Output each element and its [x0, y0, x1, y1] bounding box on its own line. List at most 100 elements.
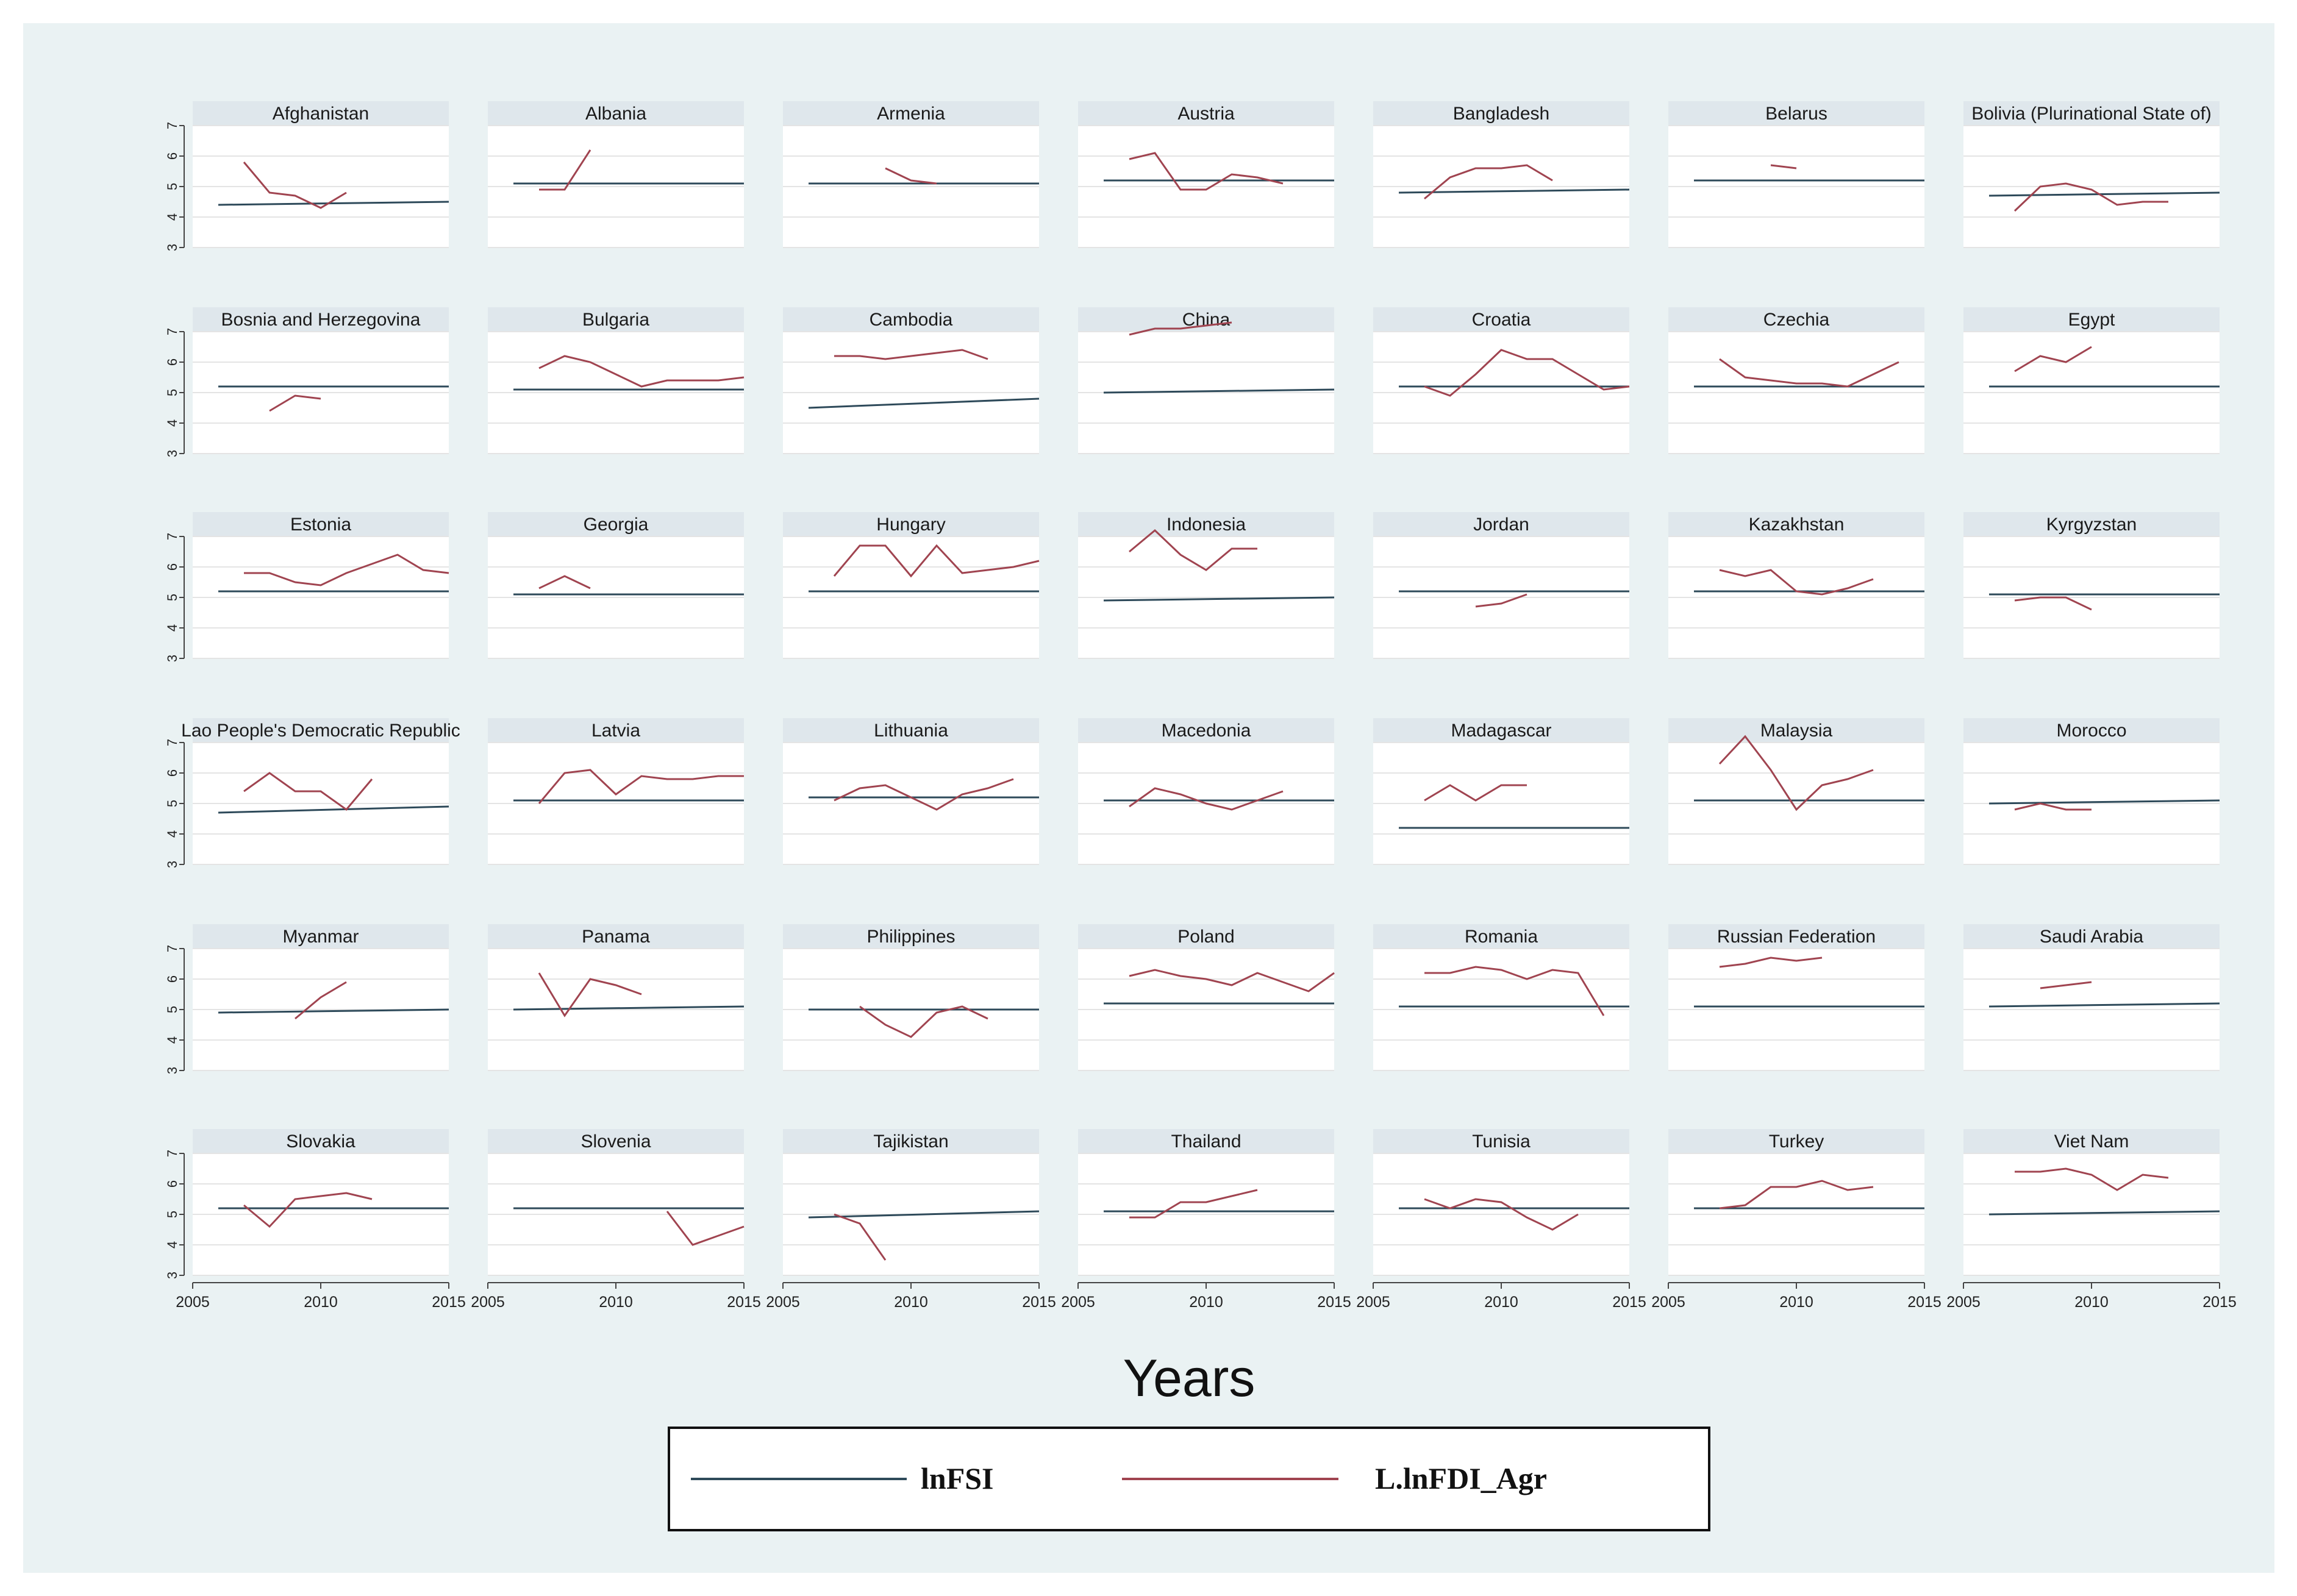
panel-title: Viet Nam	[2054, 1131, 2129, 1152]
y-tick-label: 5	[165, 800, 180, 807]
panel-strip	[1373, 718, 1629, 743]
panel-title: Macedonia	[1162, 721, 1251, 741]
panel-title: Czechia	[1763, 310, 1830, 330]
legend: lnFSI L.lnFDI_Agr	[668, 1427, 1710, 1531]
series-fdi-line	[243, 162, 347, 209]
x-tick-label: 2010	[2074, 1294, 2109, 1311]
series-fdi-line	[244, 554, 449, 586]
panel-title: Myanmar	[282, 927, 359, 947]
series-fdi-line	[2013, 182, 2168, 212]
panel-egypt: Egypt	[1963, 307, 2220, 454]
y-tick-label: 3	[165, 1272, 180, 1279]
panel-strip	[193, 101, 449, 126]
x-tick-label: 2015	[1907, 1294, 1942, 1311]
series-fdi-line	[1424, 966, 1605, 1016]
series-fdi-line	[2015, 1167, 2169, 1191]
panel-strip	[488, 1129, 744, 1153]
panel-bulgaria: Bulgaria	[488, 307, 745, 454]
series-fdi-line	[1719, 569, 1874, 596]
panel-title: Russian Federation	[1717, 927, 1876, 947]
panel-slovenia: Slovenia	[488, 1129, 745, 1276]
y-tick-label: 6	[165, 358, 180, 366]
panel-strip	[1373, 512, 1629, 536]
panel-myanmar: Myanmar 3 4 5 6 7	[165, 924, 449, 1074]
panel-strip	[488, 101, 744, 126]
panel-poland: Poland	[1078, 924, 1335, 1071]
panel-saudi-arabia: Saudi Arabia	[1963, 924, 2220, 1071]
series-fdi-line	[1129, 969, 1335, 992]
legend-label-lnfsi: lnFSI	[921, 1461, 994, 1495]
y-tick-label: 3	[165, 655, 180, 662]
y-tick-label: 6	[165, 152, 180, 160]
panel-title: Bolivia (Plurinational State of)	[1971, 104, 2212, 124]
x-tick-label: 2010	[1779, 1294, 1813, 1311]
panel-indonesia: Indonesia	[1078, 512, 1335, 659]
panel-title: Malaysia	[1760, 721, 1833, 741]
x-tick-label: 2005	[471, 1294, 505, 1311]
panel-strip	[1078, 924, 1334, 949]
panel-title: China	[1182, 310, 1231, 330]
series-fdi-line	[538, 355, 745, 388]
panel-strip	[1668, 101, 1924, 126]
panel-title: Belarus	[1765, 104, 1827, 124]
panel-austria: Austria	[1078, 101, 1334, 248]
series-lnfsi-line	[1988, 1002, 2220, 1008]
y-tick-label: 3	[165, 450, 180, 457]
y-tick-label: 4	[165, 213, 180, 221]
panel-strip	[1373, 307, 1629, 332]
x-tick-label: 2005	[1946, 1294, 1981, 1311]
series-fdi-line	[834, 349, 988, 360]
panel-title: Egypt	[2068, 310, 2115, 330]
series-fdi-line	[2014, 596, 2092, 611]
panel-title: Slovakia	[286, 1131, 355, 1152]
x-tick-label: 2005	[1651, 1294, 1685, 1311]
x-axis-title: Years	[1123, 1349, 1256, 1408]
panel-croatia: Croatia	[1373, 307, 1630, 454]
panel-malaysia: Malaysia	[1668, 718, 1924, 865]
panel-strip	[1963, 101, 2220, 126]
panel-strip	[1078, 1129, 1334, 1153]
series-fdi-line	[1424, 784, 1527, 802]
panel-title: Tajikistan	[873, 1131, 948, 1152]
series-fdi-line	[2014, 802, 2092, 811]
panel-title: Lithuania	[874, 721, 948, 741]
series-lnfsi-line	[1988, 191, 2220, 197]
panel-strip	[1963, 512, 2220, 536]
x-axes: 2005 2010 2015 2005 2010 2015 2005 2010 2015 2005…	[176, 1282, 2237, 1311]
y-tick-label: 7	[165, 739, 180, 746]
series-lnfsi-line	[1988, 1210, 2220, 1216]
panel-strip	[193, 718, 449, 743]
y-tick-label: 5	[165, 389, 180, 396]
panel-title: Poland	[1177, 927, 1234, 947]
panel-title: Georgia	[584, 515, 649, 535]
panel-georgia: Georgia	[488, 512, 744, 659]
y-tick-label: 5	[165, 1211, 180, 1218]
panel-armenia: Armenia	[783, 101, 1039, 248]
series-fdi-line	[538, 769, 744, 804]
series-fdi-line	[1129, 321, 1232, 336]
series-lnfsi-line	[1988, 799, 2220, 805]
series-lnfsi-line	[1103, 596, 1335, 602]
panel-belarus: Belarus	[1668, 101, 1924, 248]
panel-strip	[1963, 718, 2220, 743]
series-fdi-line	[1719, 358, 1899, 388]
panel-strip	[1373, 924, 1629, 949]
panel-strip	[193, 924, 449, 949]
y-tick-label: 3	[165, 1067, 180, 1074]
panel-title: Bulgaria	[582, 310, 649, 330]
panel-strip	[1668, 512, 1924, 536]
series-fdi-line	[834, 1213, 887, 1261]
panel-title: Austria	[1177, 104, 1235, 124]
y-tick-label: 5	[165, 594, 180, 601]
series-fdi-line	[1719, 1180, 1874, 1209]
panel-strip	[488, 924, 744, 949]
x-tick-label: 2005	[176, 1294, 210, 1311]
x-tick-label: 2015	[432, 1294, 466, 1311]
y-tick-label: 6	[165, 563, 180, 571]
series-fdi-line	[1129, 1189, 1258, 1219]
series-fdi-line	[834, 778, 1014, 811]
series-fdi-line	[1719, 957, 1823, 968]
series-fdi-line	[2040, 981, 2092, 989]
series-fdi-line	[539, 149, 591, 191]
x-tick-label: 2010	[894, 1294, 928, 1311]
